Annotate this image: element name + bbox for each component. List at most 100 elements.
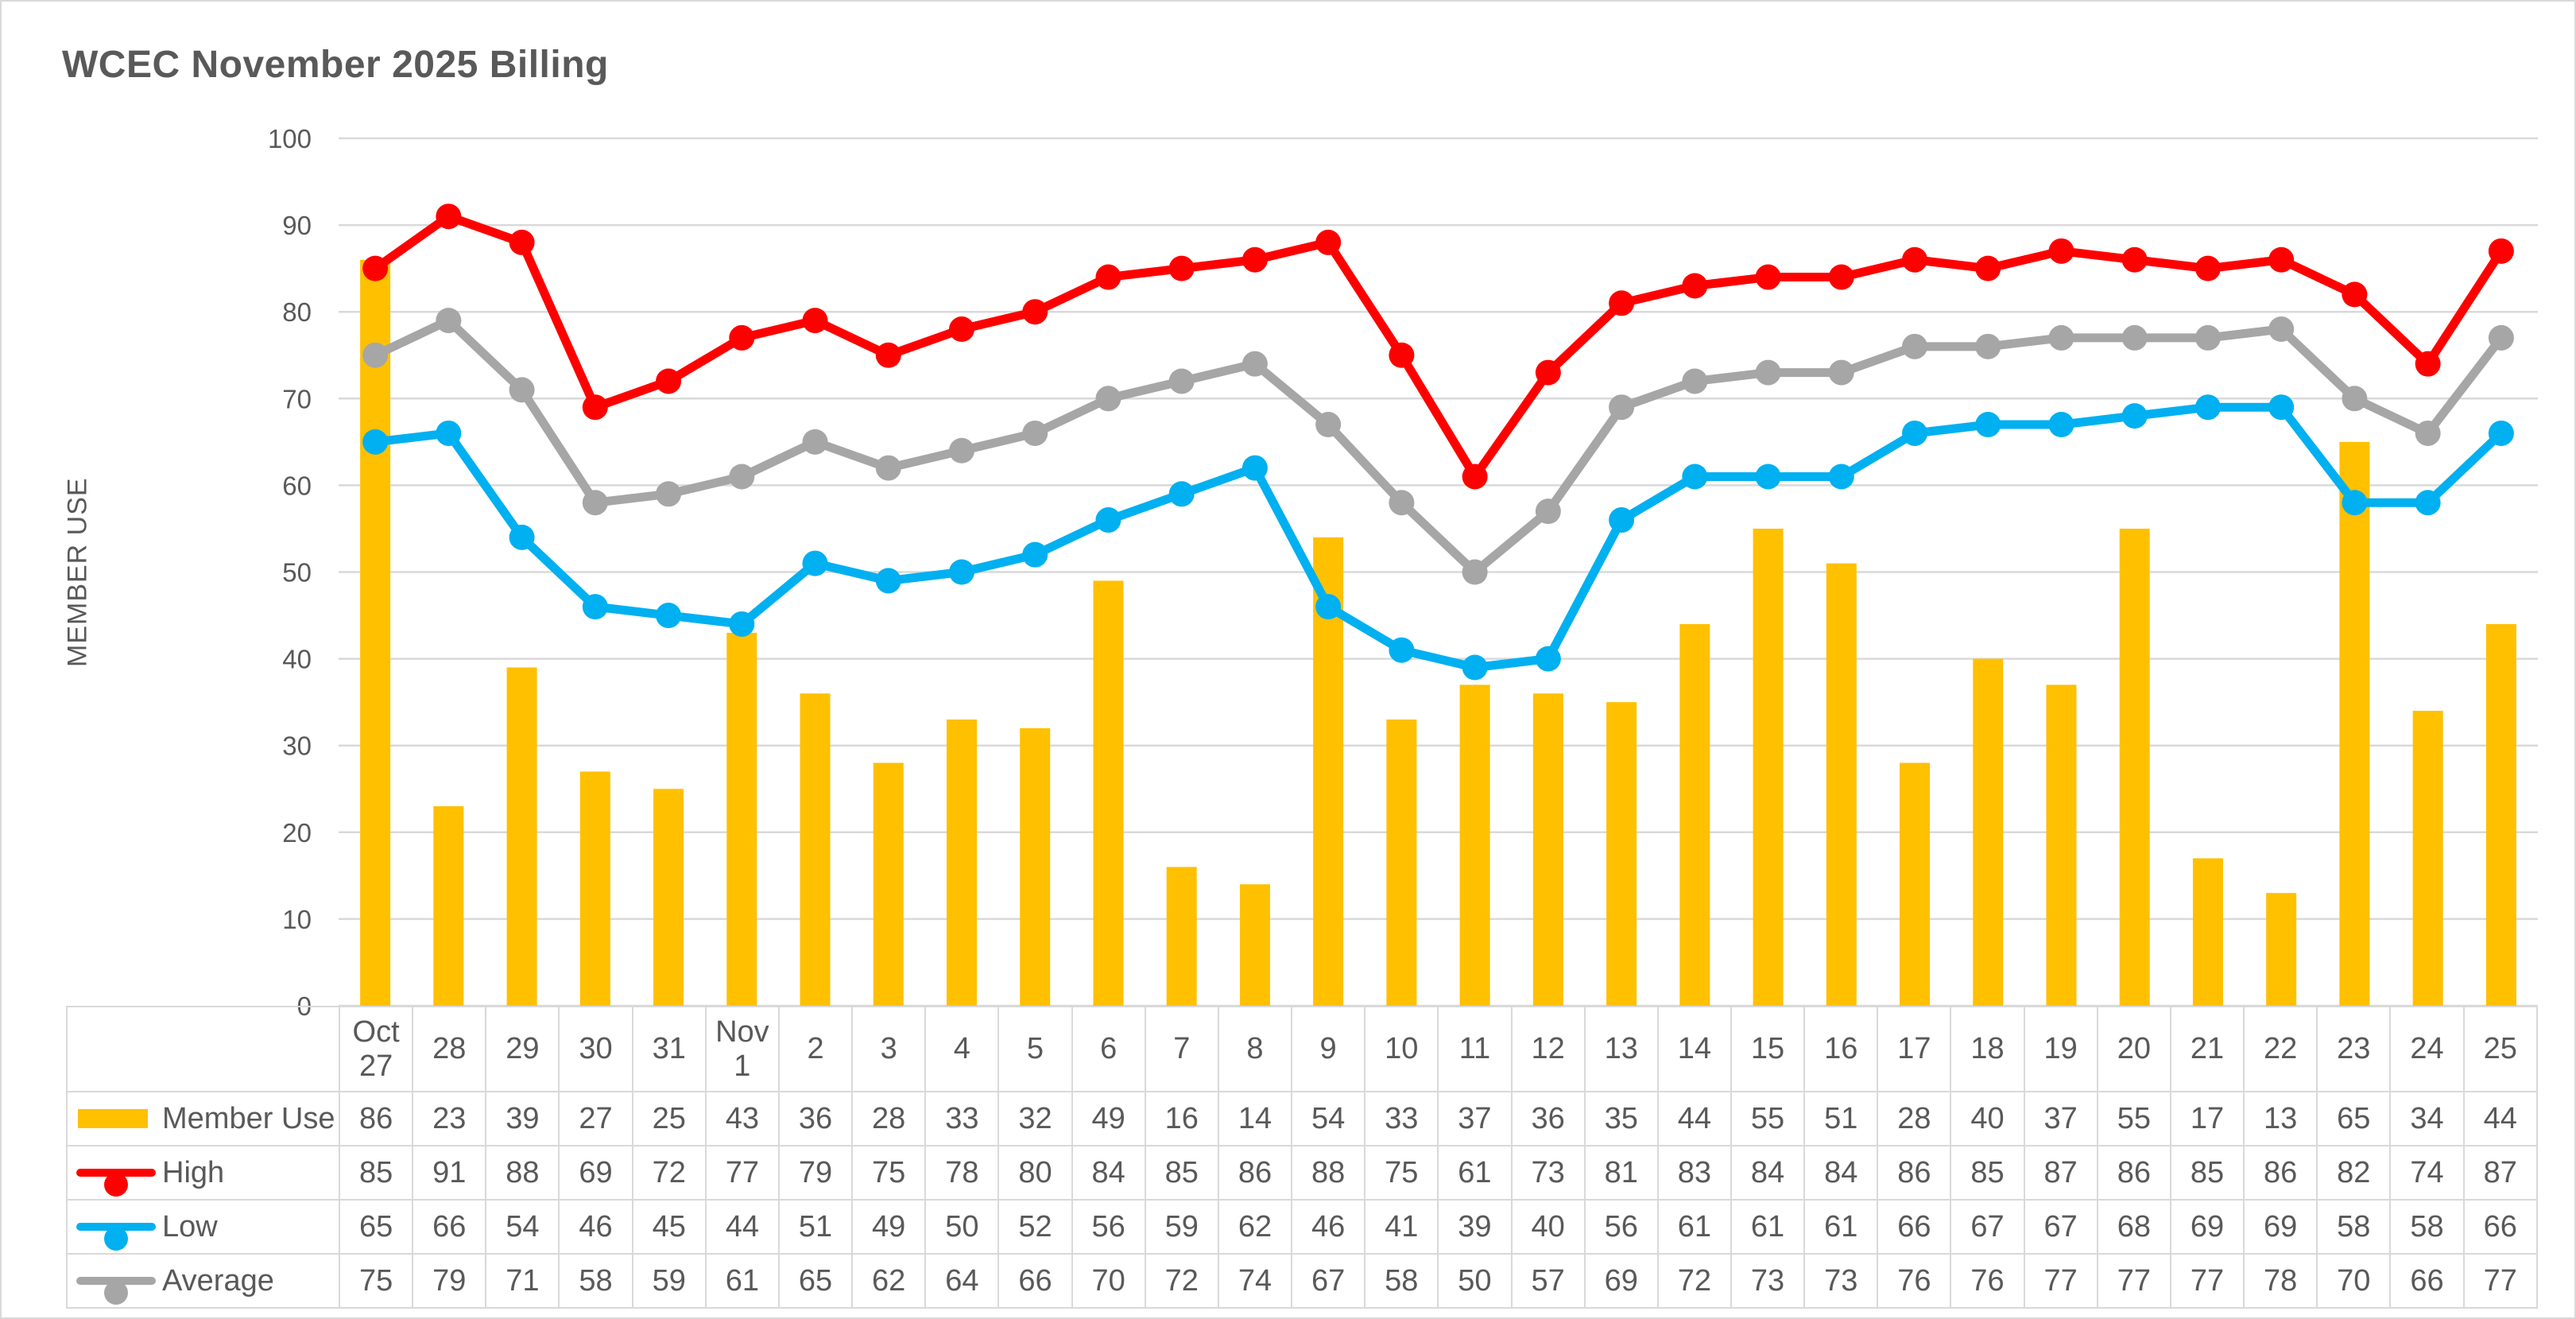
high-value-cell: 74 [2389, 1145, 2465, 1201]
average-line [370, 316, 2506, 576]
low-marker [729, 611, 755, 637]
legend-cell-average: Average [66, 1253, 340, 1309]
y-tick-label: 80 [282, 297, 312, 327]
low-legend-marker-icon [76, 1211, 156, 1251]
member-use-value-cell: 35 [1583, 1091, 1659, 1146]
high-legend-marker-icon [76, 1157, 156, 1197]
average-marker [436, 308, 462, 334]
low-marker [875, 568, 901, 594]
category-cell: 7 [1144, 1006, 1219, 1092]
member-use-bar [1679, 623, 1710, 1006]
member-use-bar [433, 806, 464, 1006]
high-value-cell: 87 [2023, 1145, 2098, 1201]
low-marker [2342, 490, 2368, 516]
high-value-cell: 86 [1217, 1145, 1293, 1201]
average-marker [1975, 333, 2001, 359]
legend-label: High [162, 1155, 225, 1189]
category-cell: 6 [1071, 1006, 1146, 1092]
average-marker [802, 429, 828, 455]
average-value-cell: 61 [704, 1253, 780, 1309]
low-value-cell: 59 [1144, 1199, 1219, 1255]
high-marker [1682, 273, 1708, 299]
high-marker [2121, 246, 2148, 273]
high-value-cell: 84 [1803, 1145, 1879, 1201]
member-use-value-cell: 34 [2389, 1091, 2465, 1146]
member-use-bar [2266, 893, 2297, 1006]
category-cell: 15 [1730, 1006, 1806, 1092]
low-marker [2488, 420, 2514, 446]
average-marker [875, 455, 901, 481]
member-use-bar [1166, 867, 1197, 1006]
high-marker [729, 324, 755, 351]
average-value-cell: 77 [2169, 1253, 2245, 1309]
high-marker [2194, 255, 2221, 281]
low-value-cell: 44 [704, 1199, 780, 1255]
legend-label: Low [162, 1209, 218, 1243]
category-cell: 4 [924, 1006, 1000, 1092]
member-use-bar [1606, 702, 1637, 1006]
low-value-cell: 50 [924, 1199, 1000, 1255]
high-marker [656, 368, 682, 394]
category-cell: 30 [558, 1006, 633, 1092]
y-tick-label: 100 [268, 124, 312, 153]
average-marker [1389, 490, 1415, 516]
average-value-cell: 65 [777, 1253, 854, 1309]
low-value-cell: 69 [2169, 1199, 2245, 1255]
high-marker [1902, 246, 1928, 273]
member-use-bar [2119, 528, 2150, 1006]
low-value-cell: 66 [1877, 1199, 1952, 1255]
average-marker [2415, 420, 2441, 446]
high-marker [802, 308, 828, 334]
average-value-cell: 73 [1730, 1253, 1806, 1309]
high-marker [1168, 255, 1195, 281]
legend-key: Average [68, 1264, 338, 1305]
low-value-cell: 69 [2243, 1199, 2318, 1255]
average-marker [2194, 324, 2221, 351]
low-row: Low 65 66 54 46 45 44 51 49 50 52 56 59 62 46 41 39 40 56 6… [66, 1199, 2539, 1255]
category-cell: 16 [1803, 1006, 1879, 1092]
low-marker [2121, 403, 2148, 429]
low-marker [582, 594, 608, 620]
member-use-bar [2046, 685, 2077, 1006]
marker-dot-icon [104, 1281, 128, 1305]
average-value-cell: 58 [1364, 1253, 1439, 1309]
high-value-cell: 82 [2316, 1145, 2392, 1201]
category-cell: 17 [1877, 1006, 1952, 1092]
low-value-cell: 40 [1510, 1199, 1586, 1255]
low-marker [1609, 507, 1635, 533]
high-marker [875, 342, 901, 368]
table-corner-spacer [66, 1006, 340, 1092]
average-marker [729, 464, 755, 490]
high-value-cell: 85 [1144, 1145, 1219, 1201]
low-marker [1682, 464, 1708, 490]
category-cell: 14 [1656, 1006, 1732, 1092]
low-value-cell: 51 [777, 1199, 854, 1255]
legend-key: Low [68, 1209, 338, 1251]
category-cell: 9 [1291, 1006, 1366, 1092]
member-use-value-cell: 36 [777, 1091, 854, 1146]
low-marker [948, 559, 974, 585]
category-cell: 3 [851, 1006, 927, 1092]
average-marker [1682, 368, 1708, 394]
y-tick-label: 90 [282, 211, 312, 240]
average-marker [2268, 316, 2295, 343]
high-row: High 85 91 88 69 72 77 79 75 78 80 84 85 86 88 75 61 73 81… [66, 1145, 2539, 1201]
high-marker [1755, 264, 1781, 290]
member-use-value-cell: 44 [1656, 1091, 1732, 1146]
average-marker [948, 437, 974, 464]
high-value-cell: 75 [851, 1145, 927, 1201]
high-marker [1535, 359, 1561, 386]
low-marker [1315, 594, 1342, 620]
member-use-value-cell: 32 [997, 1091, 1073, 1146]
low-value-cell: 61 [1803, 1199, 1879, 1255]
low-value-cell: 67 [1950, 1199, 2025, 1255]
member-use-bar [1459, 685, 1490, 1006]
low-marker [2415, 490, 2441, 516]
low-marker [1535, 646, 1561, 672]
line-swatch-icon [76, 1169, 156, 1197]
category-cell: 31 [631, 1006, 707, 1092]
low-value-cell: 66 [412, 1199, 487, 1255]
high-value-cell: 84 [1730, 1145, 1806, 1201]
member-use-bar [946, 719, 977, 1006]
average-value-cell: 76 [1950, 1253, 2025, 1309]
